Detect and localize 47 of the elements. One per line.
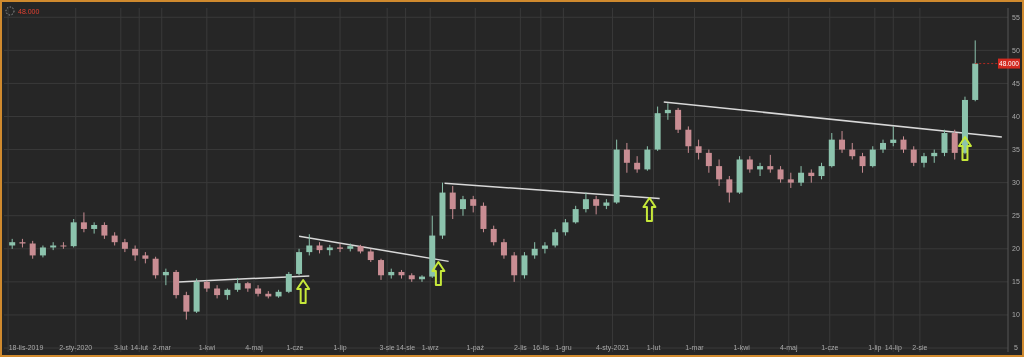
candlestick: [500, 238, 507, 260]
candlestick: [378, 258, 385, 281]
candlestick: [480, 201, 487, 233]
candlestick: [173, 269, 180, 299]
candlestick: [80, 211, 87, 233]
candlestick: [183, 291, 190, 321]
candlestick: [716, 158, 723, 187]
candlestick: [490, 225, 497, 246]
candlestick: [70, 218, 77, 248]
candlestick: [121, 238, 128, 253]
candlestick: [623, 142, 630, 174]
candlestick: [152, 256, 159, 280]
candlestick: [306, 233, 313, 256]
candlestick: [890, 125, 897, 147]
candlestick: [593, 195, 600, 215]
candlestick: [705, 149, 712, 174]
candlestick: [285, 271, 292, 294]
candlestick: [132, 244, 139, 262]
candlestick: [951, 129, 958, 160]
candlestick: [664, 102, 671, 121]
candlestick: [685, 125, 692, 154]
candlestick: [582, 192, 589, 213]
candlestick: [214, 284, 221, 299]
candlestick: [798, 165, 805, 187]
candlestick: [521, 251, 528, 280]
candlestick: [920, 152, 927, 168]
candlestick: [296, 248, 303, 276]
candlestick: [634, 155, 641, 174]
candlestick: [552, 228, 559, 248]
candlestick: [162, 268, 169, 286]
candlestick: [757, 162, 764, 177]
candlestick: [675, 107, 682, 134]
candlestick: [541, 241, 548, 254]
candlestick: [880, 139, 887, 154]
candlestick: [459, 195, 466, 217]
candlestick: [941, 129, 948, 157]
candlestick: [337, 243, 344, 253]
candlestick: [859, 152, 866, 174]
candlestick: [255, 284, 262, 297]
candlestick: [644, 145, 651, 172]
candlestick: [511, 251, 518, 283]
candlestick: [839, 130, 846, 154]
candlestick: [449, 185, 456, 220]
candlestick: [910, 145, 917, 167]
candlestick: [695, 139, 702, 160]
candlestick: [869, 145, 876, 168]
candlestick: [726, 175, 733, 203]
